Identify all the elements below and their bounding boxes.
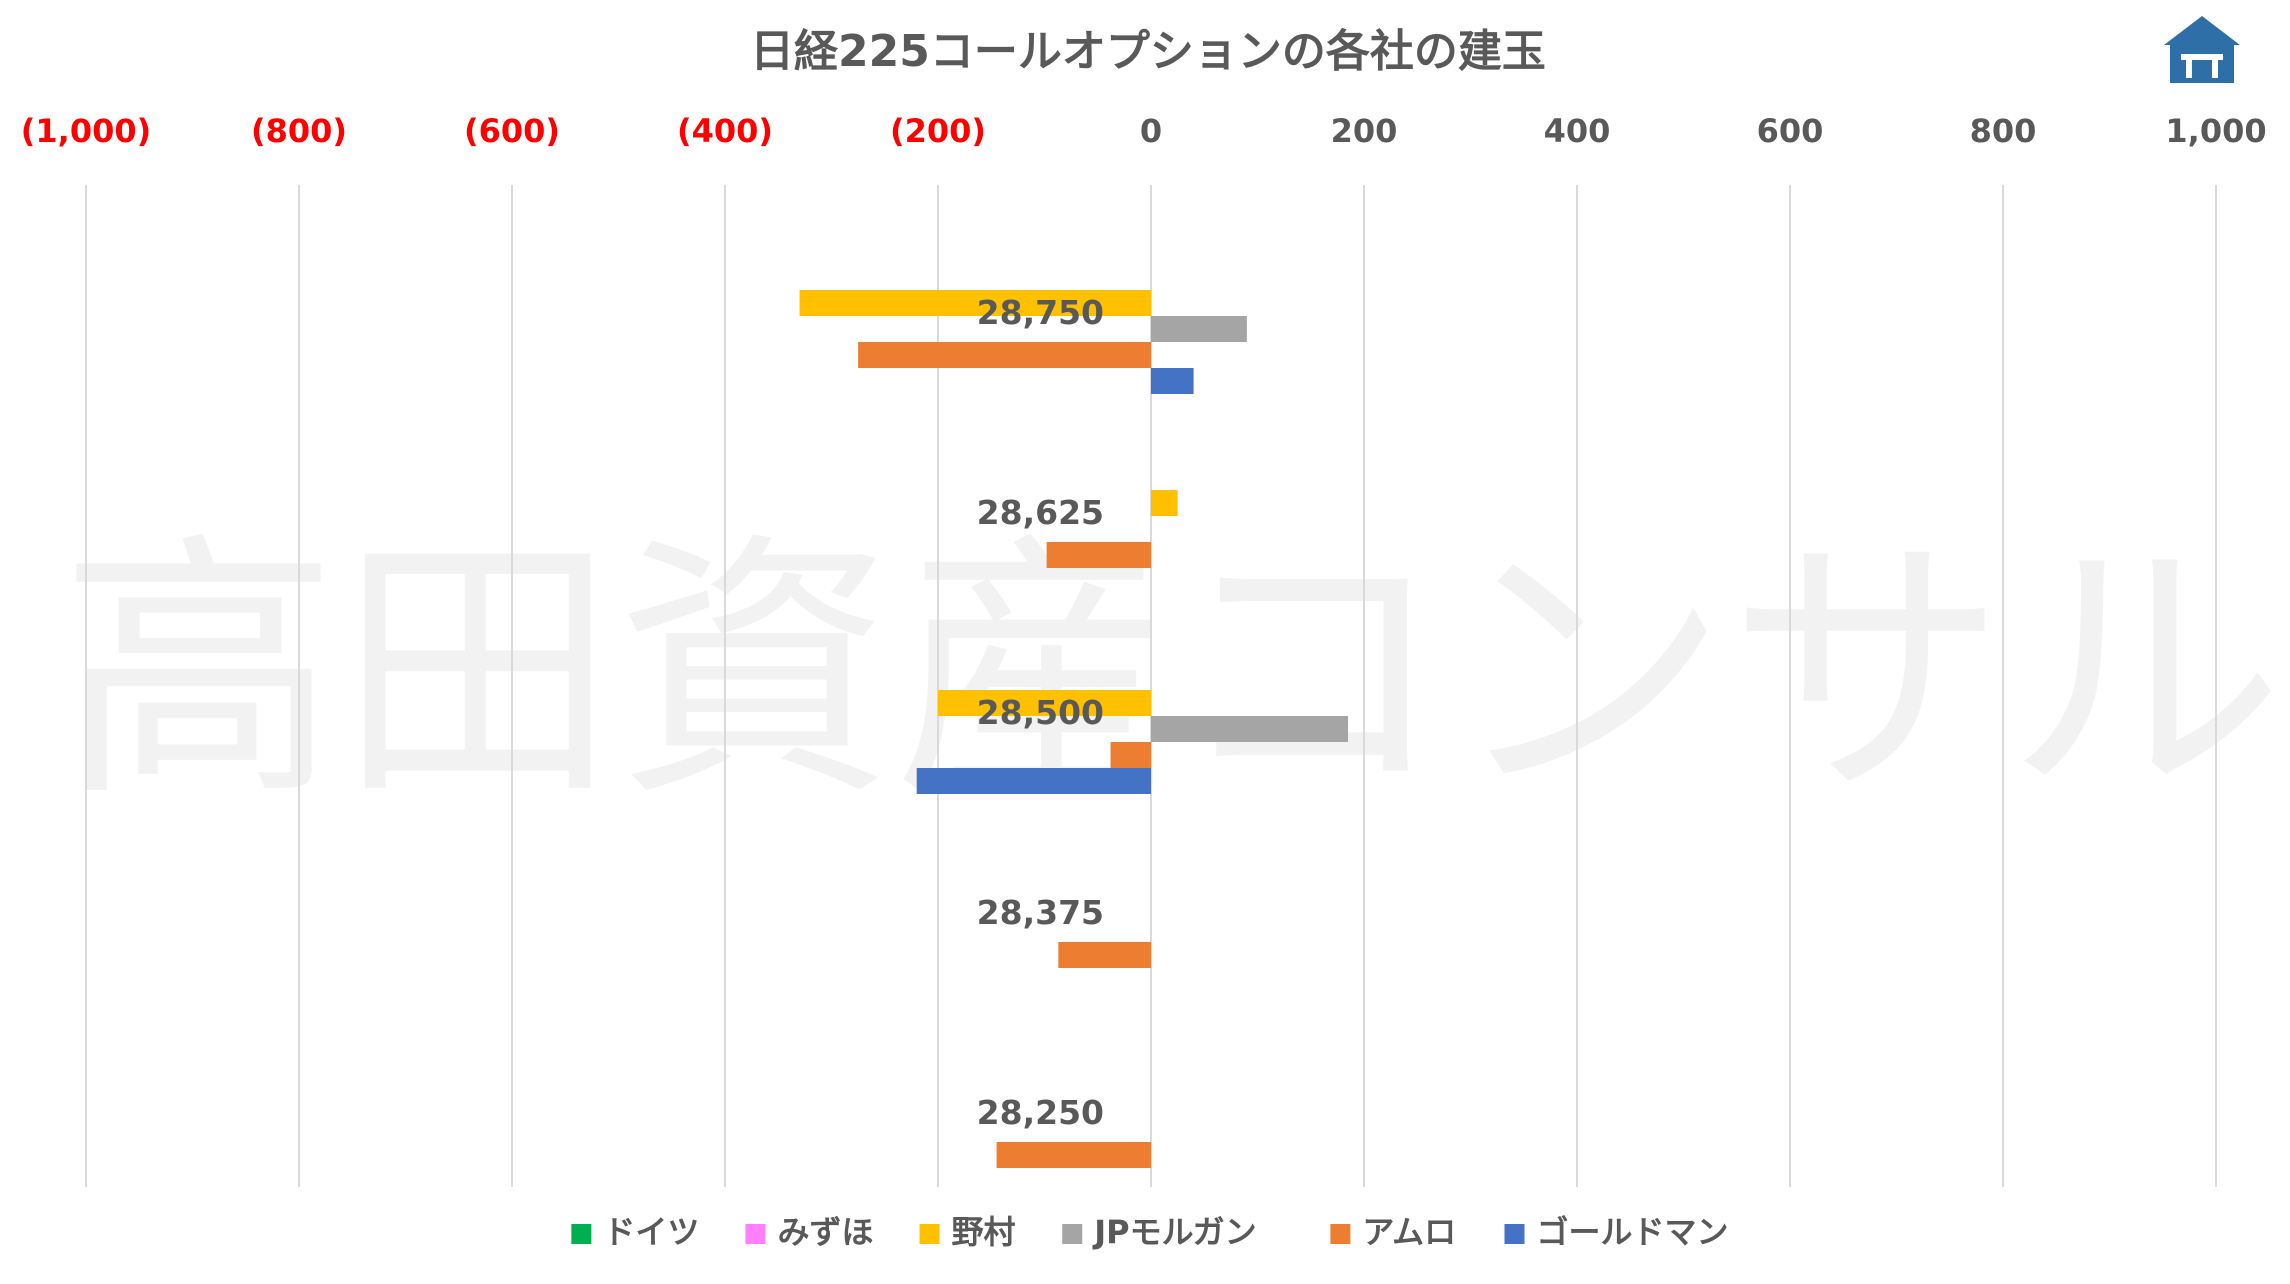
legend-swatch bbox=[1504, 1224, 1525, 1244]
bar-28625-4 bbox=[1046, 542, 1151, 568]
legend-item: JPモルガン bbox=[1062, 1213, 1257, 1251]
legend-item: ゴールドマン bbox=[1504, 1213, 1728, 1251]
x-tick-label: 800 bbox=[1970, 112, 2037, 150]
legend-item: 野村 bbox=[919, 1213, 1016, 1251]
legend-label: ドイツ bbox=[603, 1213, 699, 1251]
bar-28500-4 bbox=[1110, 742, 1151, 768]
x-tick-label: 0 bbox=[1140, 112, 1162, 150]
bar-28500-2 bbox=[938, 690, 1151, 716]
bar-28375-4 bbox=[1058, 942, 1151, 968]
x-tick-label: 600 bbox=[1757, 112, 1824, 150]
chart-title: 日経225コールオプションの各社の建玉 bbox=[750, 26, 1546, 77]
legend-label: アムロ bbox=[1362, 1213, 1456, 1251]
house-logo-icon bbox=[2164, 16, 2240, 83]
legend-label: JPモルガン bbox=[1092, 1213, 1256, 1251]
bar-28500-5 bbox=[916, 768, 1151, 794]
x-tick-labels: (1,000) (800) (600) (400) (200) 0 200 400 600 800… bbox=[21, 112, 2267, 150]
bar-28500-3 bbox=[1151, 716, 1349, 742]
x-tick-label: (1,000) bbox=[21, 112, 151, 150]
category-label: 28,375 bbox=[977, 893, 1104, 932]
legend-item: アムロ bbox=[1330, 1213, 1456, 1251]
x-tick-label: (400) bbox=[677, 112, 773, 150]
x-tick-label: (200) bbox=[890, 112, 986, 150]
category-label: 28,500 bbox=[977, 693, 1104, 732]
legend-item: みずほ bbox=[745, 1213, 873, 1251]
x-tick-label: 1,000 bbox=[2165, 112, 2266, 150]
legend-label: 野村 bbox=[952, 1213, 1016, 1251]
bar-28750-2 bbox=[799, 290, 1151, 316]
x-tick-label: 400 bbox=[1544, 112, 1611, 150]
bar-28250-4 bbox=[996, 1142, 1151, 1168]
category-label: 28,750 bbox=[977, 293, 1104, 332]
legend-swatch bbox=[919, 1224, 940, 1244]
legend-item: ドイツ bbox=[571, 1213, 699, 1251]
legend-label: ゴールドマン bbox=[1536, 1213, 1728, 1251]
legend-label: みずほ bbox=[777, 1213, 873, 1251]
bars bbox=[799, 290, 1349, 1168]
x-tick-label: (600) bbox=[464, 112, 560, 150]
bar-28750-3 bbox=[1151, 316, 1247, 342]
watermark: 高田資産コンサル bbox=[60, 510, 2284, 834]
bar-28625-2 bbox=[1151, 490, 1178, 516]
category-labels: 28,750 28,625 28,500 28,375 28,250 bbox=[977, 293, 1104, 1132]
x-tick-label: (800) bbox=[251, 112, 347, 150]
bar-28750-5 bbox=[1151, 368, 1194, 394]
legend-swatch bbox=[745, 1224, 766, 1244]
category-label: 28,250 bbox=[977, 1093, 1104, 1132]
legend: ドイツ みずほ 野村 JPモルガン アムロ ゴールドマン bbox=[571, 1213, 1728, 1251]
legend-swatch bbox=[1062, 1224, 1083, 1244]
bar-28750-4 bbox=[858, 342, 1151, 368]
legend-swatch bbox=[571, 1224, 592, 1244]
x-tick-label: 200 bbox=[1331, 112, 1398, 150]
category-label: 28,625 bbox=[977, 493, 1104, 532]
legend-swatch bbox=[1330, 1224, 1351, 1244]
